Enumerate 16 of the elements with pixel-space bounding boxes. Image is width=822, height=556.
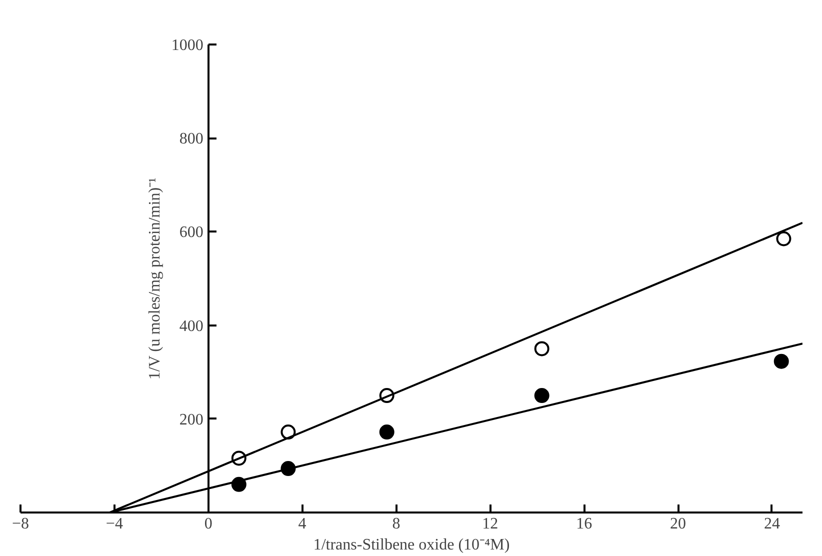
y-axis-title: 1/V (u moles/mg protein/min)⁻¹	[146, 177, 164, 380]
y-tick-label: 200	[179, 411, 204, 428]
x-tick-label: −4	[106, 516, 123, 532]
x-tick-label: 4	[298, 516, 306, 532]
x-tick-label: 0	[204, 516, 212, 532]
x-axis-title: 1/trans-Stilbene oxide (10⁻⁴M)	[313, 536, 510, 554]
y-tick-label: 1000	[171, 37, 204, 54]
x-tick-label: 20	[670, 516, 686, 532]
x-tick-label: 16	[576, 516, 592, 532]
x-tick-label: 24	[764, 516, 780, 532]
y-tick-label: 400	[179, 318, 204, 335]
x-tick-label: 8	[392, 516, 400, 532]
y-tick-label: 600	[179, 224, 204, 242]
x-tick-label: −8	[12, 516, 30, 532]
x-tick-label: 12	[482, 516, 498, 532]
y-tick-label: 800	[179, 130, 204, 148]
